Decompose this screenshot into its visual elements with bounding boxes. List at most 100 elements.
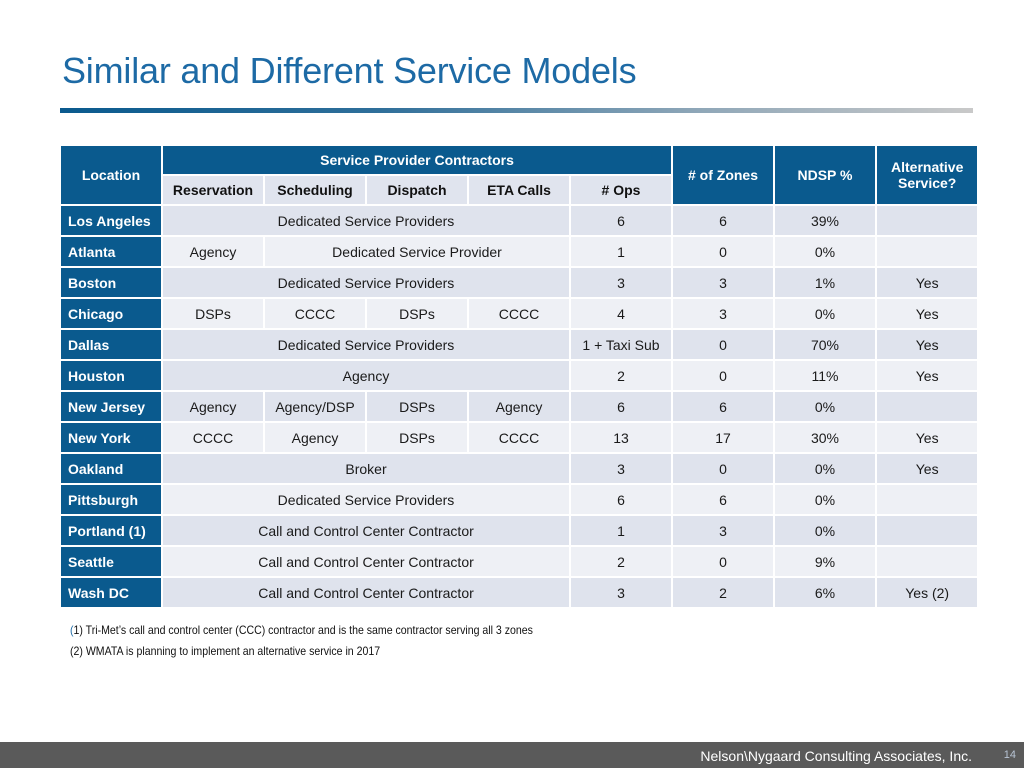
service-cell: Dedicated Service Providers — [163, 485, 569, 514]
alt-cell: Yes — [877, 361, 978, 390]
ndsp-cell: 0% — [775, 299, 875, 328]
ops-cell: 3 — [571, 268, 671, 297]
zones-cell: 6 — [673, 206, 773, 235]
service-cell: Dedicated Service Provider — [265, 237, 569, 266]
table-row: Wash DC Call and Control Center Contract… — [61, 578, 978, 607]
service-cell: Agency — [163, 361, 569, 390]
ops-cell: 1 + Taxi Sub — [571, 330, 671, 359]
location-cell: Atlanta — [61, 237, 161, 266]
ops-cell: 13 — [571, 423, 671, 452]
footnote-1-text: 1) Tri-Met’s call and control center (CC… — [73, 623, 533, 637]
zones-cell: 3 — [673, 299, 773, 328]
zones-cell: 17 — [673, 423, 773, 452]
table-row: Boston Dedicated Service Providers 3 3 1… — [61, 268, 978, 297]
service-models-table: Location Service Provider Contractors # … — [59, 144, 979, 609]
eta-calls-header: ETA Calls — [469, 176, 569, 204]
ndsp-cell: 9% — [775, 547, 875, 576]
alt-cell — [877, 392, 978, 421]
table-body: Los Angeles Dedicated Service Providers … — [61, 206, 978, 607]
ndsp-cell: 6% — [775, 578, 875, 607]
zones-cell: 3 — [673, 516, 773, 545]
table-row: Oakland Broker 3 0 0% Yes — [61, 454, 978, 483]
alt-cell — [877, 206, 978, 235]
ndsp-header: NDSP % — [775, 146, 875, 204]
title-rule — [60, 108, 973, 113]
table-row: Chicago DSPs CCCC DSPs CCCC 4 3 0% Yes — [61, 299, 978, 328]
footnote-1-open-paren: ( — [70, 623, 74, 637]
footnotes: (1) Tri-Met’s call and control center (C… — [70, 620, 533, 662]
zones-header: # of Zones — [673, 146, 773, 204]
service-cell: Agency — [469, 392, 569, 421]
ndsp-cell: 0% — [775, 516, 875, 545]
ops-cell: 2 — [571, 361, 671, 390]
ops-cell: 1 — [571, 237, 671, 266]
table-row: Atlanta Agency Dedicated Service Provide… — [61, 237, 978, 266]
location-cell: Wash DC — [61, 578, 161, 607]
alt-cell: Yes — [877, 454, 978, 483]
ops-header: # Ops — [571, 176, 671, 204]
service-cell: Dedicated Service Providers — [163, 330, 569, 359]
ndsp-cell: 70% — [775, 330, 875, 359]
footnote-2: (2) WMATA is planning to implement an al… — [70, 644, 381, 658]
service-cell: Agency — [163, 392, 263, 421]
ndsp-cell: 0% — [775, 485, 875, 514]
service-cell: DSPs — [367, 423, 467, 452]
ndsp-cell: 1% — [775, 268, 875, 297]
service-cell: DSPs — [163, 299, 263, 328]
service-cell: Call and Control Center Contractor — [163, 578, 569, 607]
location-cell: Oakland — [61, 454, 161, 483]
zones-cell: 2 — [673, 578, 773, 607]
service-cell: DSPs — [367, 299, 467, 328]
alt-cell — [877, 237, 978, 266]
service-cell: Broker — [163, 454, 569, 483]
table-row: Houston Agency 2 0 11% Yes — [61, 361, 978, 390]
dispatch-header: Dispatch — [367, 176, 467, 204]
alt-cell: Yes — [877, 299, 978, 328]
location-cell: New York — [61, 423, 161, 452]
service-cell: Dedicated Service Providers — [163, 206, 569, 235]
ops-cell: 2 — [571, 547, 671, 576]
service-cell: CCCC — [265, 299, 365, 328]
slide-title: Similar and Different Service Models — [62, 50, 637, 91]
service-cell: Call and Control Center Contractor — [163, 516, 569, 545]
zones-cell: 0 — [673, 330, 773, 359]
service-cell: Agency — [265, 423, 365, 452]
location-cell: Seattle — [61, 547, 161, 576]
zones-cell: 0 — [673, 237, 773, 266]
table-row: Pittsburgh Dedicated Service Providers 6… — [61, 485, 978, 514]
ops-cell: 6 — [571, 485, 671, 514]
table-row: New Jersey Agency Agency/DSP DSPs Agency… — [61, 392, 978, 421]
table-row: Los Angeles Dedicated Service Providers … — [61, 206, 978, 235]
location-cell: Houston — [61, 361, 161, 390]
ndsp-cell: 30% — [775, 423, 875, 452]
company-name: Nelson\Nygaard Consulting Associates, In… — [700, 748, 972, 764]
service-cell: Call and Control Center Contractor — [163, 547, 569, 576]
zones-cell: 0 — [673, 361, 773, 390]
reservation-header: Reservation — [163, 176, 263, 204]
zones-cell: 6 — [673, 485, 773, 514]
service-provider-contractors-header: Service Provider Contractors — [163, 146, 671, 174]
location-cell: Chicago — [61, 299, 161, 328]
ndsp-cell: 0% — [775, 392, 875, 421]
ops-cell: 3 — [571, 454, 671, 483]
location-cell: Los Angeles — [61, 206, 161, 235]
table-row: Dallas Dedicated Service Providers 1 + T… — [61, 330, 978, 359]
alt-cell — [877, 516, 978, 545]
location-cell: Portland (1) — [61, 516, 161, 545]
service-cell: CCCC — [469, 299, 569, 328]
zones-cell: 3 — [673, 268, 773, 297]
ops-cell: 3 — [571, 578, 671, 607]
location-cell: Boston — [61, 268, 161, 297]
service-cell: DSPs — [367, 392, 467, 421]
service-cell: Agency — [163, 237, 263, 266]
ops-cell: 6 — [571, 392, 671, 421]
ops-cell: 6 — [571, 206, 671, 235]
alt-cell — [877, 547, 978, 576]
footnote-1: (1) Tri-Met’s call and control center (C… — [70, 620, 533, 641]
ndsp-cell: 0% — [775, 237, 875, 266]
alt-cell: Yes (2) — [877, 578, 978, 607]
ops-cell: 4 — [571, 299, 671, 328]
alt-cell: Yes — [877, 268, 978, 297]
service-cell: Dedicated Service Providers — [163, 268, 569, 297]
ndsp-cell: 39% — [775, 206, 875, 235]
